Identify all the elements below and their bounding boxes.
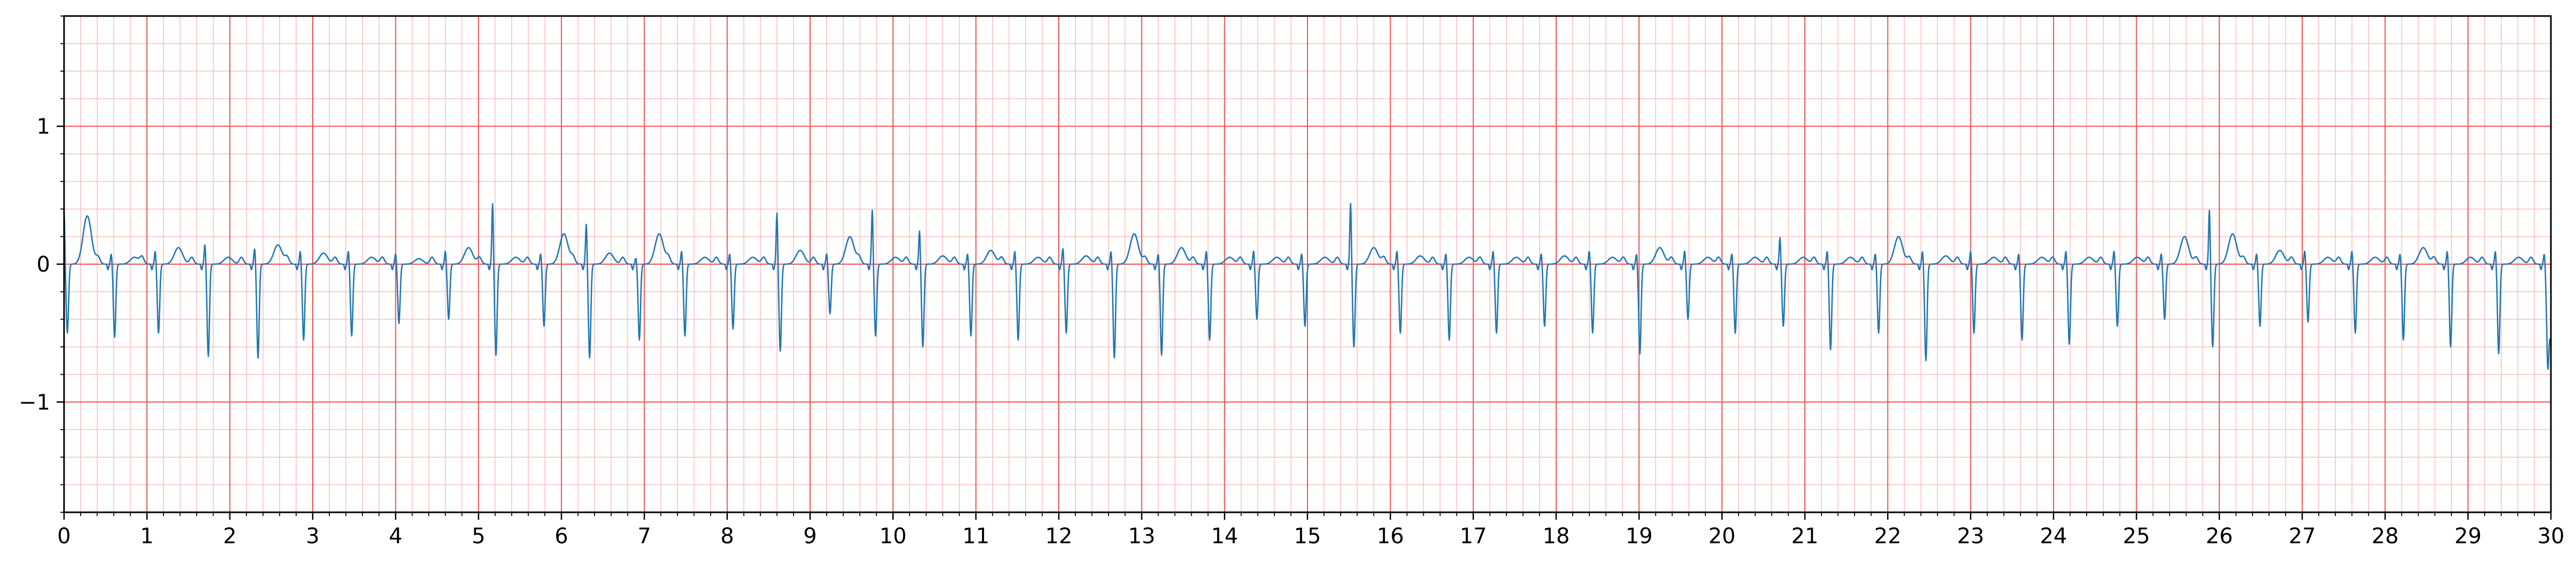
x-tick-label: 25 (2123, 524, 2150, 549)
y-tick-label: −1 (19, 390, 50, 415)
x-tick-label: 21 (1792, 524, 1819, 549)
x-axis-ticks: 0 1 2 3 4 5 6 7 8 9 10 11 12 13 14 15 16 17 18 19 20 21 22 23 24… (57, 512, 2564, 549)
x-tick-label: 9 (803, 524, 817, 549)
x-tick-label: 11 (962, 524, 989, 549)
ecg-trace-line (63, 203, 2552, 370)
x-tick-label: 4 (389, 524, 402, 549)
x-tick-label: 19 (1626, 524, 1653, 549)
x-tick-label: 27 (2289, 524, 2316, 549)
x-tick-label: 15 (1294, 524, 1321, 549)
x-tick-label: 2 (223, 524, 236, 549)
x-tick-label: 6 (554, 524, 568, 549)
y-axis-ticks: 1 0 −1 (19, 15, 64, 513)
y-tick-label: 0 (37, 252, 50, 277)
x-tick-label: 29 (2454, 524, 2482, 549)
x-tick-label: 26 (2206, 524, 2233, 549)
x-tick-label: 14 (1211, 524, 1238, 549)
x-tick-label: 16 (1377, 524, 1404, 549)
x-tick-label: 23 (1957, 524, 1984, 549)
x-tick-label: 17 (1460, 524, 1487, 549)
x-tick-label: 12 (1045, 524, 1073, 549)
x-tick-label: 8 (720, 524, 734, 549)
x-tick-label: 24 (2040, 524, 2067, 549)
x-tick-label: 18 (1543, 524, 1570, 549)
y-tick-label: 1 (37, 115, 50, 139)
x-tick-label: 3 (306, 524, 319, 549)
x-tick-label: 1 (140, 524, 154, 549)
x-tick-label: 10 (879, 524, 907, 549)
x-tick-label: 0 (57, 524, 70, 549)
x-tick-label: 20 (1708, 524, 1735, 549)
x-tick-label: 13 (1128, 524, 1155, 549)
x-tick-label: 5 (472, 524, 485, 549)
x-tick-label: 30 (2538, 524, 2565, 549)
x-tick-label: 7 (638, 524, 651, 549)
x-tick-label: 22 (1874, 524, 1901, 549)
x-tick-label: 28 (2372, 524, 2399, 549)
